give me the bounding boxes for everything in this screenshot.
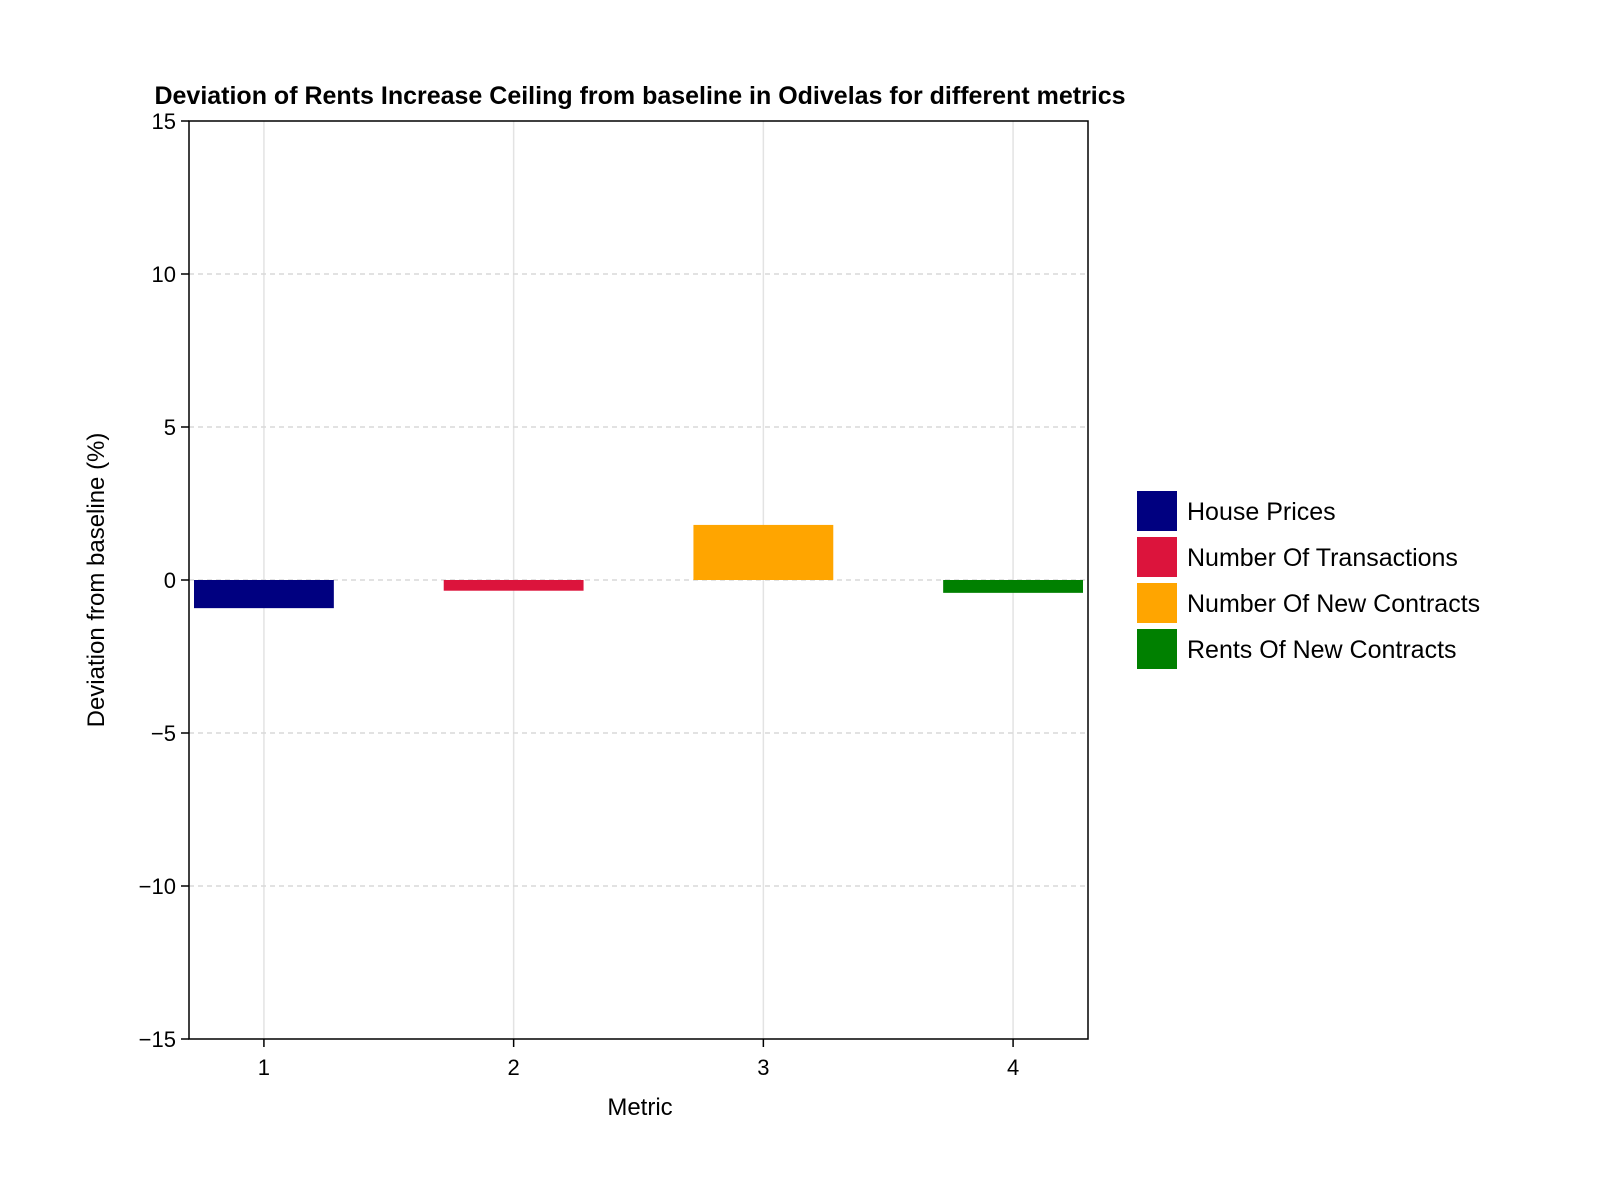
x-axis-label: Metric	[607, 1094, 672, 1121]
legend-swatch	[1137, 583, 1177, 623]
y-axis: −15 −10 −5 0 5 10 15	[139, 109, 189, 1052]
y-tick-label: 15	[152, 109, 176, 134]
bars	[193, 524, 1084, 609]
x-axis: 1 2 3 4	[258, 1039, 1019, 1080]
legend-label: Number Of Transactions	[1187, 544, 1458, 572]
legend-swatch	[1137, 537, 1177, 577]
y-tick-label: 0	[164, 568, 176, 593]
bar-number-of-new-contracts	[693, 524, 834, 580]
y-tick-label: −10	[139, 874, 176, 899]
legend: House Prices Number Of Transactions Number…	[1137, 491, 1480, 669]
legend-label: House Prices	[1187, 498, 1336, 526]
y-tick-label: −5	[151, 721, 176, 746]
bar-rents-of-new-contracts	[943, 580, 1084, 593]
legend-label: Number Of New Contracts	[1187, 590, 1480, 618]
x-tick-label: 3	[757, 1055, 769, 1080]
chart-title: Deviation of Rents Increase Ceiling from…	[154, 82, 1125, 110]
x-tick-label: 1	[258, 1055, 270, 1080]
bar-house-prices	[193, 580, 334, 609]
y-tick-label: 5	[164, 415, 176, 440]
x-tick-label: 4	[1007, 1055, 1019, 1080]
legend-swatch	[1137, 629, 1177, 669]
y-axis-label: Deviation from baseline (%)	[83, 433, 110, 728]
x-tick-label: 2	[508, 1055, 520, 1080]
bar-number-of-transactions	[443, 580, 584, 591]
legend-swatch	[1137, 491, 1177, 531]
y-tick-label: −15	[139, 1027, 176, 1052]
legend-label: Rents Of New Contracts	[1187, 636, 1457, 664]
y-tick-label: 10	[152, 262, 176, 287]
